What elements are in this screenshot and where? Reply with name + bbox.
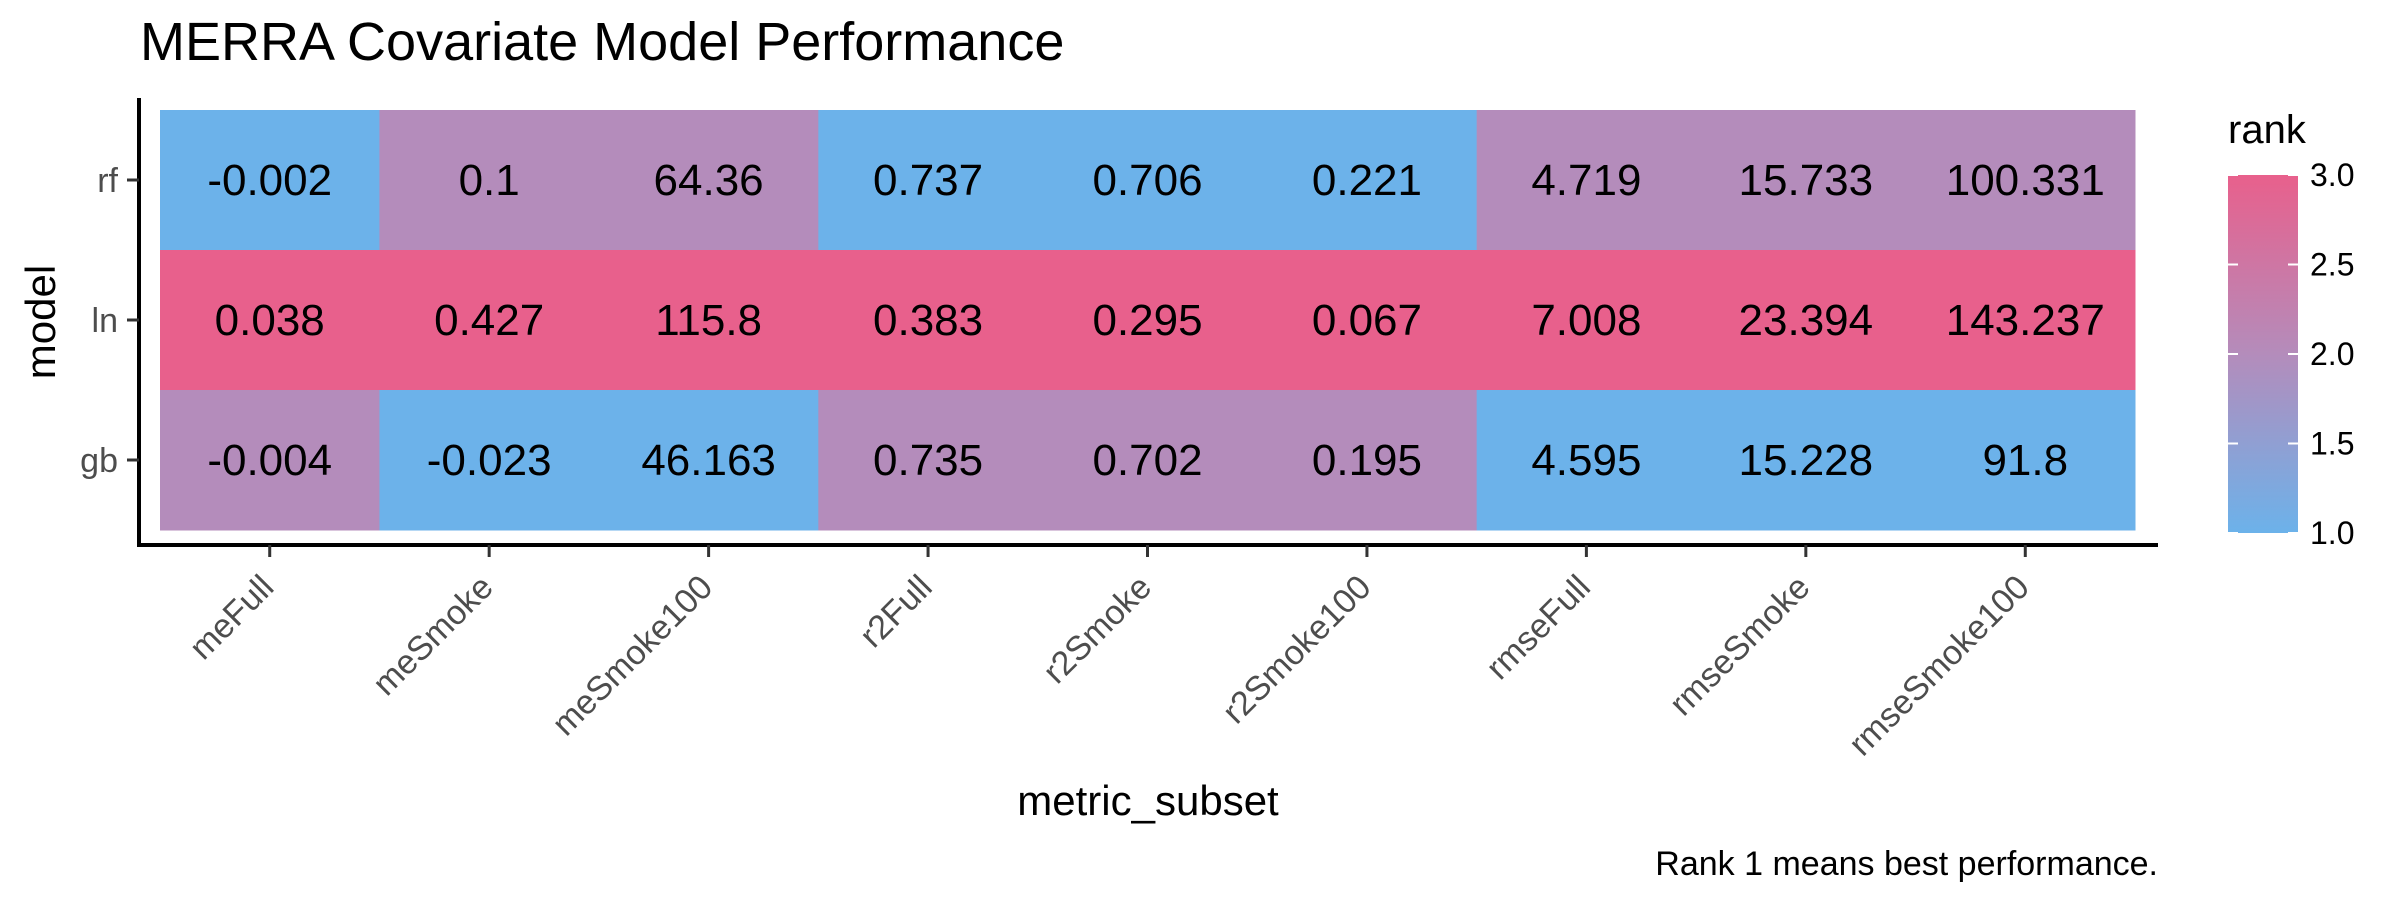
x-tick-label: meSmoke100 [545, 568, 720, 743]
cell-value-label: 0.702 [1092, 436, 1202, 485]
cell-value-label: 0.735 [873, 436, 983, 485]
heatmap-cells: -0.002 0.1 64.36 0.737 0.706 0.221 4.719 15.733… [160, 110, 2136, 531]
cell-value-label: 7.008 [1531, 296, 1641, 345]
legend-tick-label: 2.5 [2310, 247, 2354, 283]
x-tick-label: rmseSmoke [1662, 568, 1817, 723]
cell-value-label: 0.195 [1312, 436, 1422, 485]
heatmap-cell-ln-r2Full [818, 250, 1039, 391]
cell-value-label: 91.8 [1982, 436, 2068, 485]
heatmap-cell-ln-r2Smoke [1037, 250, 1258, 391]
cell-value-label: 23.394 [1739, 296, 1874, 345]
cell-value-label: -0.023 [427, 436, 552, 485]
heatmap-cell-gb-meSmoke100 [598, 390, 819, 531]
x-tick-label: r2Smoke100 [1215, 568, 1378, 731]
cell-value-label: 15.228 [1739, 436, 1874, 485]
heatmap-cell-rf-rmseSmoke [1696, 110, 1917, 251]
cell-value-label: 4.719 [1531, 156, 1641, 205]
x-tick-label: meSmoke [366, 568, 501, 703]
cell-value-label: 0.1 [459, 156, 520, 205]
x-tick-label: r2Full [853, 568, 940, 655]
heatmap-cell-rf-r2Smoke [1037, 110, 1258, 251]
legend-tick-label: 1.0 [2310, 515, 2354, 551]
chart-caption: Rank 1 means best performance. [1655, 845, 2158, 883]
cell-value-label: 4.595 [1531, 436, 1641, 485]
heatmap-cell-rf-rmseSmoke100 [1915, 110, 2136, 251]
legend-tick-label: 1.5 [2310, 426, 2354, 462]
heatmap-cell-rf-r2Full [818, 110, 1039, 251]
y-tick-label: gb [80, 442, 118, 480]
cell-value-label: 0.067 [1312, 296, 1422, 345]
heatmap-cell-gb-rmseFull [1476, 390, 1697, 531]
cell-value-label: 15.733 [1739, 156, 1874, 205]
chart-title: MERRA Covariate Model Performance [140, 12, 1064, 72]
x-axis-title: metric_subset [1017, 777, 1279, 824]
cell-value-label: 46.163 [641, 436, 776, 485]
heatmap-cell-gb-meFull [160, 390, 380, 531]
heatmap-cell-rf-r2Smoke100 [1257, 110, 1478, 251]
heatmap-cell-gb-meSmoke [379, 390, 600, 531]
heatmap-cell-ln-meSmoke100 [598, 250, 819, 391]
legend-colorbar [2228, 175, 2298, 533]
heatmap-cell-rf-meSmoke100 [598, 110, 819, 251]
cell-value-label: -0.002 [207, 156, 332, 205]
cell-value-label: 0.038 [215, 296, 325, 345]
cell-value-label: 0.737 [873, 156, 983, 205]
heatmap-cell-gb-r2Smoke100 [1257, 390, 1478, 531]
legend-title: rank [2228, 108, 2307, 152]
heatmap-cell-gb-r2Full [818, 390, 1039, 531]
y-tick-label: rf [97, 162, 118, 200]
cell-value-label: 0.295 [1092, 296, 1202, 345]
heatmap-cell-ln-meFull [160, 250, 380, 391]
cell-value-label: 143.237 [1946, 296, 2105, 345]
heatmap-cell-gb-rmseSmoke100 [1915, 390, 2136, 531]
x-tick-label: rmseFull [1479, 568, 1598, 687]
cell-value-label: 0.706 [1092, 156, 1202, 205]
heatmap-cell-rf-meSmoke [379, 110, 600, 251]
heatmap-cell-gb-r2Smoke [1037, 390, 1258, 531]
cell-value-label: 64.36 [654, 156, 764, 205]
x-tick-label: rmseSmoke100 [1842, 568, 2037, 763]
heatmap-cell-ln-rmseSmoke [1696, 250, 1917, 391]
x-tick-labels: meFull meSmoke meSmoke100 r2Full r2Smoke r2Sm… [182, 545, 2037, 763]
legend-ticks: 1.0 1.5 2.0 2.5 3.0 [2228, 157, 2354, 551]
cell-value-label: 0.221 [1312, 156, 1422, 205]
legend-tick-label: 2.0 [2310, 336, 2354, 372]
heatmap-cell-ln-r2Smoke100 [1257, 250, 1478, 391]
heatmap-cell-ln-meSmoke [379, 250, 600, 391]
y-tick-labels: rf ln gb [80, 162, 139, 480]
cell-value-label: 0.427 [434, 296, 544, 345]
heatmap-cell-gb-rmseSmoke [1696, 390, 1917, 531]
cell-value-label: 100.331 [1946, 156, 2105, 205]
legend-tick-label: 3.0 [2310, 157, 2354, 193]
y-tick-label: ln [92, 302, 118, 340]
cell-value-label: 115.8 [655, 296, 762, 345]
cell-value-label: -0.004 [207, 436, 332, 485]
x-tick-label: meFull [182, 568, 281, 667]
color-legend: rank 1.0 1.5 2.0 2.5 3.0 [2228, 108, 2354, 551]
heatmap-cell-rf-meFull [160, 110, 380, 251]
heatmap-cell-ln-rmseSmoke100 [1915, 250, 2136, 391]
y-axis-title: model [17, 265, 64, 379]
heatmap-cell-ln-rmseFull [1476, 250, 1697, 391]
x-tick-label: r2Smoke [1036, 568, 1159, 691]
cell-value-label: 0.383 [873, 296, 983, 345]
heatmap-cell-rf-rmseFull [1476, 110, 1697, 251]
